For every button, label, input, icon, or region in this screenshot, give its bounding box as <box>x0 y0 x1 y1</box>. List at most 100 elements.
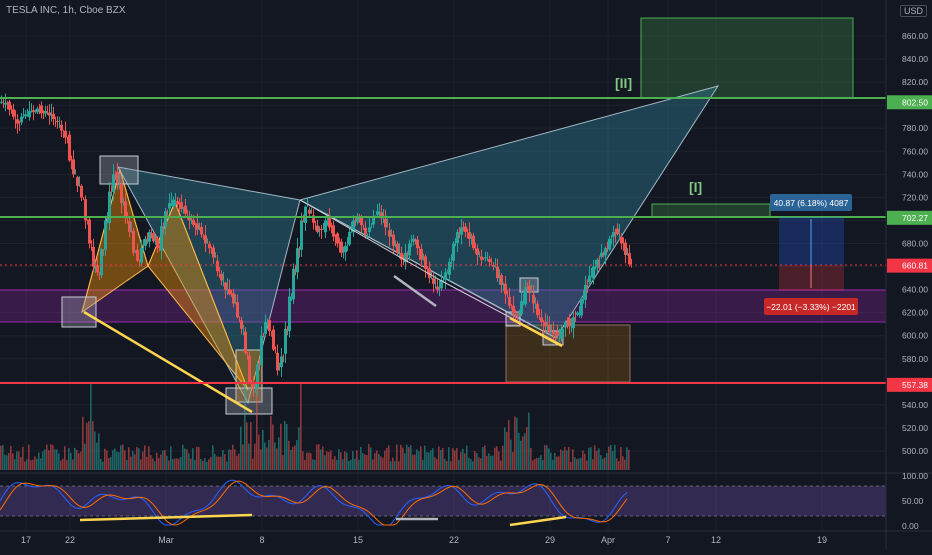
candle-body[interactable] <box>0 101 3 103</box>
candle-body[interactable] <box>8 101 11 110</box>
candle-body[interactable] <box>148 231 151 242</box>
candle-body[interactable] <box>576 312 579 315</box>
accumulation-box[interactable] <box>505 324 631 383</box>
candle-body[interactable] <box>344 245 347 253</box>
candle-body[interactable] <box>548 324 551 332</box>
candle-body[interactable] <box>80 185 83 198</box>
candle-body[interactable] <box>368 227 371 232</box>
candle-body[interactable] <box>496 266 499 279</box>
candle-body[interactable] <box>92 246 95 267</box>
candle-body[interactable] <box>372 215 375 225</box>
symbol-title[interactable]: TESLA INC, 1h, Cboe BZX <box>6 5 126 16</box>
candle-body[interactable] <box>164 211 167 228</box>
candle-body[interactable] <box>332 225 335 237</box>
candle-body[interactable] <box>560 328 563 339</box>
candle-body[interactable] <box>612 231 615 237</box>
candle-body[interactable] <box>500 275 503 285</box>
candle-body[interactable] <box>32 110 35 113</box>
candle-body[interactable] <box>336 233 339 244</box>
candle-body[interactable] <box>364 227 367 235</box>
candle-body[interactable] <box>388 230 391 237</box>
candle-body[interactable] <box>512 305 515 313</box>
candle-body[interactable] <box>552 331 555 334</box>
candle-body[interactable] <box>300 220 303 250</box>
candle-body[interactable] <box>272 329 275 350</box>
candle-body[interactable] <box>56 120 59 122</box>
candlestick-series[interactable] <box>0 93 632 397</box>
candle-body[interactable] <box>204 235 207 244</box>
yellow-divergence-line[interactable] <box>83 310 253 414</box>
candle-body[interactable] <box>116 172 119 184</box>
candle-body[interactable] <box>360 216 363 226</box>
candle-body[interactable] <box>224 282 227 290</box>
candle-body[interactable] <box>60 124 63 131</box>
candle-body[interactable] <box>536 303 539 315</box>
candle-body[interactable] <box>156 238 159 249</box>
candle-body[interactable] <box>568 318 571 327</box>
candle-body[interactable] <box>588 275 591 283</box>
candle-body[interactable] <box>208 243 211 249</box>
candle-body[interactable] <box>152 233 155 242</box>
candle-body[interactable] <box>200 226 203 235</box>
candle-body[interactable] <box>600 252 603 257</box>
candle-body[interactable] <box>468 232 471 239</box>
yellow-divergence-line-right[interactable] <box>509 316 563 348</box>
candle-body[interactable] <box>284 328 287 354</box>
candle-body[interactable] <box>384 218 387 228</box>
candle-body[interactable] <box>504 283 507 295</box>
candle-body[interactable] <box>64 130 67 138</box>
candle-body[interactable] <box>160 226 163 251</box>
pivot-box-x[interactable] <box>61 296 97 328</box>
candle-body[interactable] <box>28 110 31 118</box>
candle-body[interactable] <box>324 220 327 233</box>
candle-body[interactable] <box>484 257 487 259</box>
candle-body[interactable] <box>240 320 243 329</box>
candle-body[interactable] <box>604 248 607 256</box>
candle-body[interactable] <box>196 223 199 230</box>
candle-body[interactable] <box>252 382 255 388</box>
candle-body[interactable] <box>304 206 307 223</box>
candle-body[interactable] <box>448 261 451 275</box>
candle-body[interactable] <box>180 202 183 209</box>
candle-body[interactable] <box>72 159 75 175</box>
candle-body[interactable] <box>100 249 103 276</box>
candle-body[interactable] <box>44 110 47 114</box>
candle-body[interactable] <box>108 191 111 224</box>
candle-body[interactable] <box>96 265 99 273</box>
candle-body[interactable] <box>312 215 315 223</box>
candle-body[interactable] <box>264 321 267 334</box>
candle-body[interactable] <box>228 289 231 295</box>
candle-body[interactable] <box>452 243 455 261</box>
candle-body[interactable] <box>428 268 431 279</box>
candle-body[interactable] <box>592 266 595 279</box>
candle-body[interactable] <box>508 296 511 306</box>
candle-body[interactable] <box>68 134 71 161</box>
candle-body[interactable] <box>176 201 179 205</box>
candle-body[interactable] <box>532 294 535 304</box>
candle-body[interactable] <box>436 286 439 290</box>
candle-body[interactable] <box>76 177 79 186</box>
candle-body[interactable] <box>104 220 107 250</box>
candle-body[interactable] <box>352 220 355 233</box>
candle-body[interactable] <box>476 248 479 256</box>
candle-body[interactable] <box>256 364 259 388</box>
candle-body[interactable] <box>520 301 523 314</box>
candle-body[interactable] <box>4 102 7 105</box>
candle-body[interactable] <box>308 209 311 214</box>
candle-body[interactable] <box>232 293 235 304</box>
candle-body[interactable] <box>584 285 587 300</box>
oscillator-divergence-left[interactable] <box>79 513 253 522</box>
candle-body[interactable] <box>124 201 127 219</box>
candle-body[interactable] <box>12 109 15 117</box>
candle-body[interactable] <box>268 320 271 332</box>
candle-body[interactable] <box>192 219 195 226</box>
oscillator-axis[interactable]: 100.00 50.00 0.00 <box>902 471 928 531</box>
candle-body[interactable] <box>216 260 219 272</box>
candle-body[interactable] <box>396 243 399 253</box>
candle-body[interactable] <box>424 256 427 269</box>
candle-body[interactable] <box>420 249 423 260</box>
candle-body[interactable] <box>516 314 519 316</box>
candle-body[interactable] <box>292 268 295 300</box>
